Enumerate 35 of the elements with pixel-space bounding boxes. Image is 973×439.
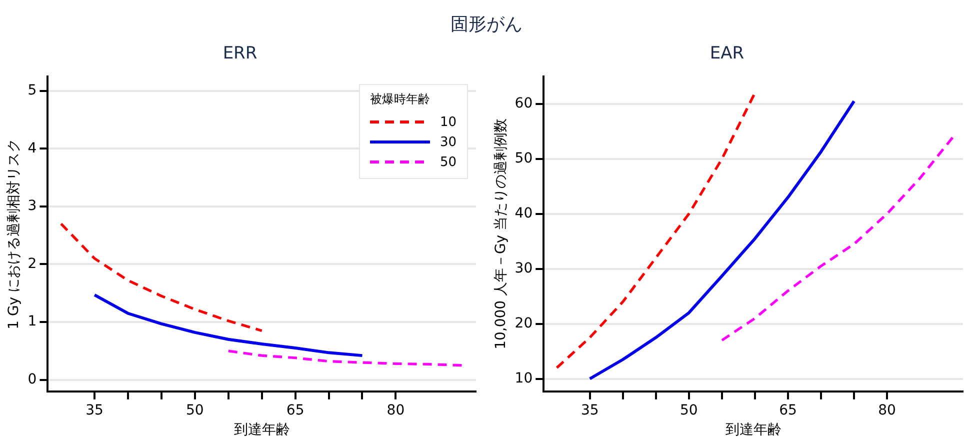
line-series (720, 136, 954, 342)
legend-label: 50 (440, 154, 457, 170)
y-tick-label: 30 (514, 260, 533, 276)
x-tick-label: 35 (86, 402, 104, 418)
y-tick-label: 10 (514, 370, 533, 386)
y-tick-label: 40 (514, 205, 533, 222)
x-axis-title: 到達年齢 (234, 422, 290, 438)
y-axis-title: 1 Gy における過剰相対リスク (6, 138, 22, 330)
x-tick-label: 80 (878, 402, 896, 418)
x-axis-title: 到達年齢 (725, 422, 782, 438)
x-tick-label: 50 (186, 402, 204, 418)
legend-label: 10 (440, 114, 457, 130)
y-tick-label: 20 (514, 315, 533, 332)
y-tick-label: 60 (514, 96, 533, 112)
x-tick-label: 65 (286, 402, 304, 418)
y-tick-label: 50 (514, 150, 533, 166)
legend-label: 30 (440, 134, 457, 150)
y-tick-label: 3 (28, 198, 37, 214)
x-tick-label: 35 (580, 402, 599, 418)
x-tick-label: 50 (680, 402, 698, 418)
line-series (60, 222, 264, 332)
line-series (227, 350, 464, 367)
y-tick-label: 4 (28, 140, 37, 156)
chart-title: 固形がん (450, 13, 524, 36)
y-tick-label: 2 (28, 256, 37, 272)
line-series (556, 92, 756, 370)
y-tick-label: 5 (28, 82, 37, 98)
y-axis-title: 10,000 人年－Gy 当たりの過剰例数 (493, 118, 510, 350)
legend-title: 被爆時年齢 (370, 91, 431, 108)
x-tick-label: 65 (779, 402, 797, 418)
y-tick-label: 0 (28, 371, 37, 388)
x-tick-label: 80 (386, 402, 405, 418)
chart-subtitle: ERR (222, 44, 258, 64)
chart-subtitle: EAR (710, 44, 744, 64)
y-tick-label: 1 (28, 314, 37, 330)
